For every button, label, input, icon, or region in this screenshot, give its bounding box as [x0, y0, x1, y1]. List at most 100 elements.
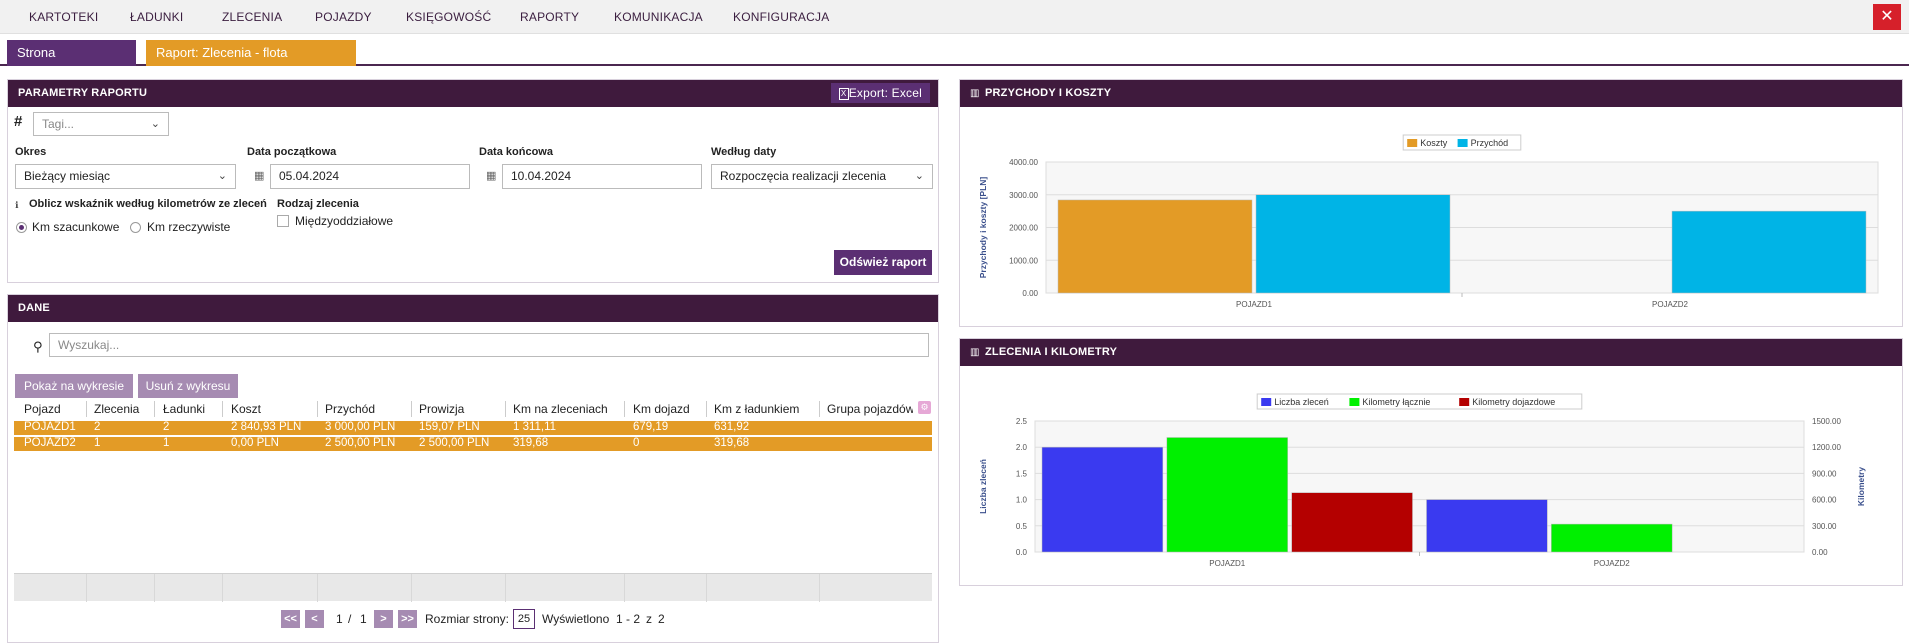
export-label: Export: Excel	[848, 86, 922, 100]
next-page-button[interactable]: >	[374, 610, 393, 628]
shown-of: z	[646, 612, 652, 626]
menu-konfiguracja[interactable]: KONFIGURACJA	[733, 10, 830, 24]
y-tick-label: 2.0	[1016, 443, 1028, 452]
start-date-input[interactable]: 05.04.2024	[270, 164, 470, 189]
column-settings-icon[interactable]: ⚙	[918, 401, 931, 414]
excel-icon: X	[838, 87, 849, 100]
legend-swatch	[1407, 139, 1418, 147]
y-axis-label: Przychody i koszty [PLN]	[978, 177, 988, 279]
shown-total: 2	[658, 612, 665, 626]
y-tick-label: 0.0	[1016, 548, 1028, 557]
menu-ksiegowosc[interactable]: KSIĘGOWOŚĆ	[406, 10, 492, 24]
column-divider	[624, 574, 625, 602]
y-right-tick-label: 1200.00	[1812, 443, 1841, 452]
close-app-button[interactable]: ✕	[1873, 4, 1901, 30]
column-divider	[706, 401, 707, 417]
page-separator: /	[348, 612, 352, 626]
y-tick-label: 4000.00	[1009, 158, 1038, 167]
column-header[interactable]: Przychód	[325, 402, 376, 416]
km-label: Oblicz wskaźnik według kilometrów ze zle…	[29, 198, 267, 210]
order-type-label: Rodzaj zlecenia	[277, 198, 359, 210]
column-header[interactable]: Pojazd	[24, 402, 61, 416]
period-select[interactable]: Bieżący miesiąc ⌄	[15, 164, 236, 189]
cell-loads: 1	[163, 437, 170, 449]
column-header[interactable]: Km z ładunkiem	[714, 402, 800, 416]
last-page-button[interactable]: >>	[398, 610, 417, 628]
end-date-value: 10.04.2024	[511, 169, 572, 183]
column-header[interactable]: Koszt	[231, 402, 262, 416]
page-size-input[interactable]: 25	[513, 609, 535, 629]
refresh-report-button[interactable]: Odśwież raport	[834, 250, 932, 275]
period-label: Okres	[15, 146, 47, 158]
show-on-chart-button[interactable]: Pokaż na wykresie	[15, 374, 133, 398]
tab-report[interactable]: Raport: Zlecenia - flota własna✕	[146, 40, 356, 87]
menu-pojazdy[interactable]: POJAZDY	[315, 10, 372, 24]
shown-label: Wyświetlono	[542, 612, 610, 626]
cell-km-loaded: 319,68	[714, 437, 750, 449]
legend-label: Kilometry dojazdowe	[1472, 397, 1555, 407]
search-input[interactable]: Wyszukaj...	[49, 333, 929, 357]
column-divider	[154, 401, 155, 417]
current-page: 1	[336, 612, 343, 626]
cell-cost: 0,00 PLN	[231, 437, 279, 449]
menu-komunikacja[interactable]: KOMUNIKACJA	[614, 10, 703, 24]
cell-km-orders: 319,68	[513, 437, 549, 449]
remove-from-chart-button[interactable]: Usuń z wykresu	[138, 374, 238, 398]
km-actual-label: Km rzeczywiste	[147, 220, 231, 234]
km-actual-radio[interactable]	[130, 222, 141, 233]
menu-raporty[interactable]: RAPORTY	[520, 10, 580, 24]
y-right-tick-label: 600.00	[1812, 496, 1837, 505]
by-date-label: Według daty	[711, 146, 777, 158]
tags-select[interactable]: Tagi... ⌄	[33, 112, 169, 136]
start-date-label: Data początkowa	[247, 146, 337, 158]
x-tick-label: POJAZD2	[1594, 559, 1631, 568]
column-header[interactable]: Prowizja	[419, 402, 465, 416]
column-header[interactable]: Km na zleceniach	[513, 402, 608, 416]
column-header[interactable]: Grupa pojazdów	[827, 402, 913, 416]
interbranch-checkbox[interactable]	[277, 215, 289, 227]
column-divider	[222, 574, 223, 602]
panel-title: PARAMETRY RAPORTU	[18, 87, 148, 99]
column-divider	[154, 574, 155, 602]
y-tick-label: 1.0	[1016, 496, 1028, 505]
y-right-axis-label: Kilometry	[1856, 467, 1866, 506]
column-header[interactable]: Ładunki	[163, 402, 206, 416]
period-value: Bieżący miesiąc	[24, 169, 111, 183]
calendar-icon: ▦	[486, 170, 497, 182]
chevron-down-icon: ⌄	[914, 170, 924, 182]
first-page-button[interactable]: <<	[281, 610, 300, 628]
column-divider	[317, 401, 318, 417]
y-tick-label: 3000.00	[1009, 191, 1038, 200]
orders-km-chart: 0.0 0.5 1.0 1.5 2.0 2.5 0.00 300.00 600.00 900.00…	[978, 393, 1866, 568]
bar	[1255, 194, 1451, 294]
y-tick-label: 1.5	[1016, 469, 1028, 478]
end-date-input[interactable]: 10.04.2024	[502, 164, 702, 189]
table-row[interactable]: POJAZD1 2 2 2 840,93 PLN 3 000,00 PLN 15…	[14, 421, 932, 435]
cell-orders: 1	[94, 437, 101, 449]
panel-title: DANE	[18, 302, 50, 314]
cell-vehicle: POJAZD1	[24, 421, 76, 433]
y-axis-label: Liczba zleceń	[978, 459, 988, 514]
by-date-select[interactable]: Rozpoczęcia realizacji zlecenia ⌄	[711, 164, 933, 189]
export-excel-button[interactable]: X Export: Excel	[830, 83, 930, 103]
y-tick-label: 2000.00	[1009, 224, 1038, 233]
km-estimated-radio[interactable]	[16, 222, 27, 233]
bar	[1291, 492, 1413, 553]
column-header[interactable]: Zlecenia	[94, 402, 140, 416]
table-row[interactable]: POJAZD2 1 1 0,00 PLN 2 500,00 PLN 2 500,…	[14, 437, 932, 451]
menu-kartoteki[interactable]: KARTOTEKI	[29, 10, 99, 24]
menu-ladunki[interactable]: ŁADUNKI	[130, 10, 184, 24]
column-header[interactable]: Km dojazd	[633, 402, 690, 416]
start-date-value: 05.04.2024	[279, 169, 340, 183]
column-divider	[411, 401, 412, 417]
report-params-panel: PARAMETRY RAPORTU X Export: Excel # Tagi.…	[7, 79, 939, 283]
revenue-cost-panel: ▥ PRZYCHODY I KOSZTY 0.00 1000.00 2000.00 30…	[959, 79, 1903, 327]
tab-start-page[interactable]: Strona startowa✕	[7, 40, 136, 87]
y-tick-label: 0.5	[1016, 522, 1028, 531]
bar-chart-icon: ▥	[970, 88, 980, 99]
revenue-cost-chart: 0.00 1000.00 2000.00 3000.00 4000.00 Przychod…	[978, 134, 1879, 309]
menu-zlecenia[interactable]: ZLECENIA	[222, 10, 283, 24]
cell-km-loaded: 631,92	[714, 421, 750, 433]
calendar-icon: ▦	[254, 170, 265, 182]
prev-page-button[interactable]: <	[305, 610, 324, 628]
